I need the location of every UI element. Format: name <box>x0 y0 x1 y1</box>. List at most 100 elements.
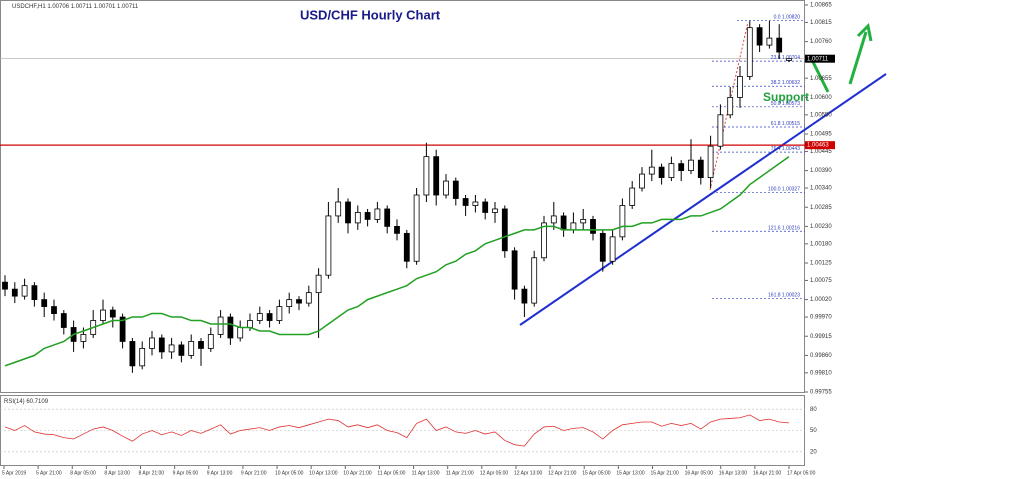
x-tick-label: 16 Apr 21:00 <box>753 470 782 476</box>
chart-title: USD/CHF Hourly Chart <box>300 7 441 22</box>
arrow-head <box>856 22 873 42</box>
fib-label: 38.2 1.00632 <box>771 81 800 87</box>
y-tick-label: 1.00390 <box>810 168 832 174</box>
y-tick-label: 1.00340 <box>810 186 832 192</box>
candle-body <box>100 309 106 321</box>
candle-body <box>580 219 587 224</box>
y-tick-label: 1.00020 <box>810 297 832 303</box>
fib-price: 1.00327 <box>782 187 800 193</box>
candle-body <box>570 222 577 231</box>
candle-body <box>707 145 714 178</box>
candle-body <box>305 292 312 304</box>
candle-body <box>315 274 322 294</box>
y-tick-label: 1.00495 <box>810 132 832 138</box>
rsi-header: RSI(14) 60.7109 <box>4 399 49 405</box>
candle-body <box>364 212 371 220</box>
y-tick-label: 1.00655 <box>810 76 832 82</box>
candle-body <box>286 299 293 307</box>
x-tick-label: 9 Apr 21:00 <box>241 470 267 476</box>
resistance-box <box>805 141 835 150</box>
candle-body <box>648 166 655 175</box>
x-tick-label: 8 Apr 13:00 <box>104 470 130 476</box>
header: USDCHF,H1 1.00706 1.00711 1.00701 1.0071… <box>12 4 139 10</box>
x-tick-label: 11 Apr 05:00 <box>377 470 405 476</box>
close: 1.00711 <box>117 4 139 10</box>
candle-body <box>766 37 773 46</box>
fib-label: 121.6 1.00216 <box>768 226 800 232</box>
candle-body <box>727 96 734 116</box>
open: 1.00706 <box>47 4 69 10</box>
fib-price: 1.00573 <box>782 101 800 107</box>
candle-body <box>433 156 440 196</box>
rsi-name: RSI(14) <box>4 399 25 405</box>
x-tick-label: 17 Apr 05:00 <box>787 470 816 476</box>
candle-body <box>247 320 253 328</box>
candle-body <box>276 306 283 321</box>
candle-body <box>472 201 479 206</box>
fib-price: 1.00023 <box>782 293 800 299</box>
y-tick-label: 1.00600 <box>810 95 832 101</box>
candle-body <box>2 281 8 290</box>
y-tick-label: 1.00760 <box>810 39 832 45</box>
fib-level: 161.8 <box>768 293 781 299</box>
candle-body <box>541 222 547 259</box>
candle-body <box>492 208 498 213</box>
candle-body <box>482 201 489 213</box>
candle-body <box>139 348 146 367</box>
resistance-label: 1.00463 <box>807 143 829 149</box>
y-tick-label: 1.00230 <box>810 224 832 230</box>
y-tick-label: 1.00075 <box>810 278 832 284</box>
x-tick-label: 12 Apr 05:00 <box>480 470 509 476</box>
fib-level: 121.6 <box>768 226 781 232</box>
x-tick-label: 12 Apr 13:00 <box>514 470 543 476</box>
y-tick-label: 1.00550 <box>810 112 832 118</box>
candle-body <box>786 58 792 61</box>
candle-body <box>345 201 351 224</box>
candle-body <box>119 316 126 342</box>
candle-body <box>746 27 753 77</box>
candle-body <box>11 288 18 297</box>
candle-body <box>207 334 214 349</box>
y-tick-label: 1.00125 <box>810 261 832 267</box>
main-panel <box>0 0 805 393</box>
fib-price: 1.00443 <box>782 146 800 152</box>
candle-body <box>168 344 175 353</box>
x-tick-label: 12 Apr 21:00 <box>548 470 577 476</box>
y-tick-label: 0.99810 <box>810 370 832 376</box>
x-tick-label: 11 Apr 21:00 <box>446 470 474 476</box>
price-box <box>805 54 835 63</box>
candle-body <box>188 341 195 356</box>
high: 1.00711 <box>71 4 93 10</box>
candle-body <box>462 198 469 206</box>
fib-price: 1.00632 <box>782 81 800 87</box>
candle-body <box>756 27 763 46</box>
candle-body <box>394 225 400 234</box>
fib-label: 50.0 1.00573 <box>771 101 800 107</box>
y-tick-label: 1.00445 <box>810 149 832 155</box>
x-tick-label: 5 Apr 21:00 <box>36 470 62 476</box>
candle-body <box>354 212 361 224</box>
fib-level: 76.4 <box>771 146 781 152</box>
candle-body <box>609 236 616 262</box>
fib-price: 1.00216 <box>782 226 800 232</box>
candle-body <box>737 76 743 98</box>
symbol: USDCHF,H1 <box>12 4 46 10</box>
candle-body <box>60 313 67 328</box>
support-label: Support <box>763 90 809 104</box>
rsi-tick-label: 50 <box>810 428 817 434</box>
candle-body <box>80 334 87 342</box>
y-tick-label: 0.99755 <box>810 390 832 396</box>
x-tick-label: 9 Apr 13:00 <box>207 470 233 476</box>
candle-body <box>266 313 273 321</box>
y-tick-label: 0.99970 <box>810 315 832 321</box>
candle-body <box>384 208 391 227</box>
candle-body <box>403 232 410 262</box>
y-tick-label: 1.00285 <box>810 205 832 211</box>
candle-body <box>531 257 538 304</box>
candle-body <box>217 316 224 335</box>
rsi-last: 60.7109 <box>26 399 48 405</box>
candle-body <box>697 159 704 178</box>
x-tick-label: 16 Apr 13:00 <box>719 470 748 476</box>
candle-body <box>149 337 155 349</box>
